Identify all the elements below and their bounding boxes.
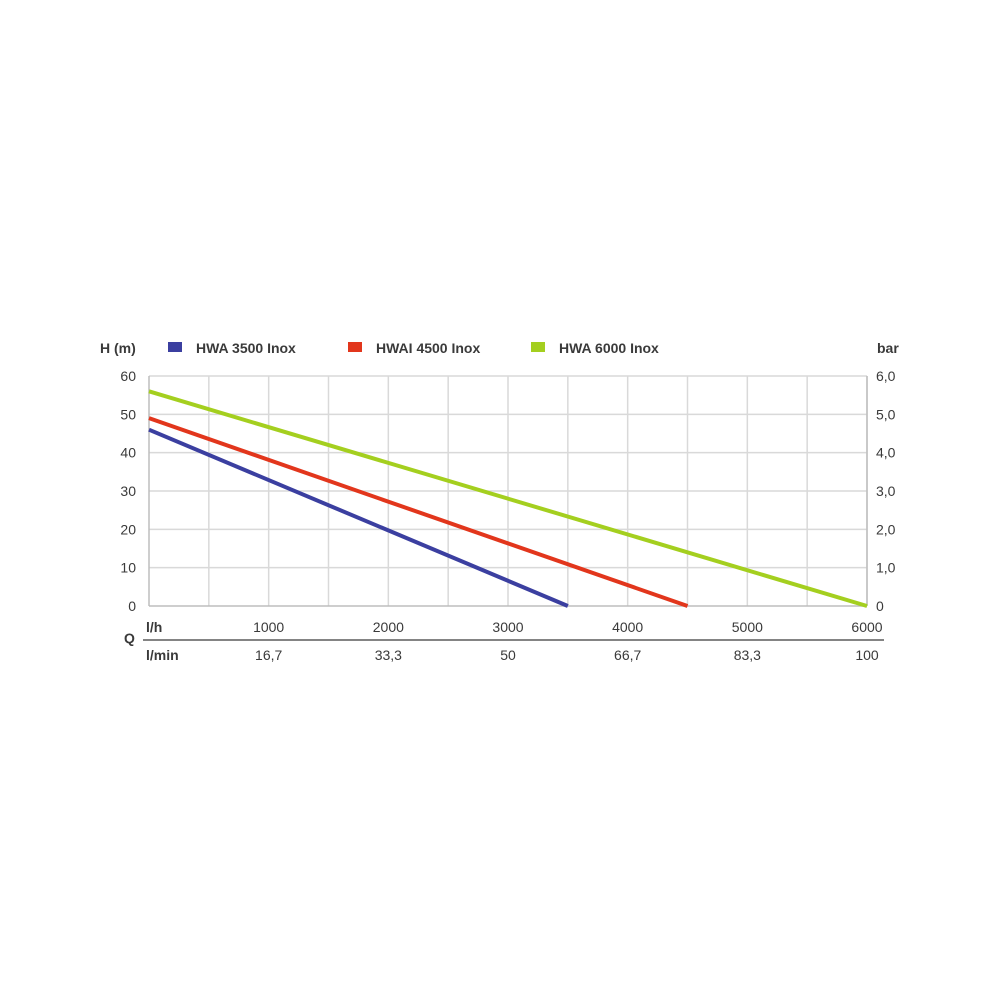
q-axis-label: Q bbox=[124, 630, 135, 646]
y-tick-label-right: 6,0 bbox=[876, 368, 896, 384]
x-tick-label-lmin: 33,3 bbox=[375, 647, 402, 663]
x-tick-label-lh: 1000 bbox=[253, 619, 284, 635]
chart-grid bbox=[149, 375, 868, 606]
x-tick-label-lh: 5000 bbox=[732, 619, 763, 635]
legend-label-3: HWA 6000 Inox bbox=[559, 340, 659, 356]
y-right-axis-label: bar bbox=[877, 340, 899, 356]
x-tick-label-lh: 6000 bbox=[851, 619, 882, 635]
chart-series bbox=[148, 389, 868, 608]
y-tick-label-left: 60 bbox=[120, 368, 136, 384]
y-tick-label-left: 10 bbox=[120, 560, 136, 576]
y-tick-label-right: 4,0 bbox=[876, 445, 896, 461]
x-tick-label-lh: 3000 bbox=[492, 619, 523, 635]
series-line-1 bbox=[148, 427, 569, 608]
x-tick-label-lmin: 100 bbox=[855, 647, 879, 663]
y-tick-label-left: 0 bbox=[128, 598, 136, 614]
x-tick-label-lmin: 66,7 bbox=[614, 647, 641, 663]
x-tick-label-lh: 2000 bbox=[373, 619, 404, 635]
y-tick-label-right: 1,0 bbox=[876, 560, 896, 576]
chart-axes: 0 0 10 1,0 20 2,0 30 3,0 40 4,0 50 5,0 60 6,0 1000 16,7… bbox=[120, 368, 895, 663]
y-tick-label-left: 30 bbox=[120, 483, 136, 499]
x-unit-lmin-label: l/min bbox=[146, 647, 179, 663]
x-tick-label-lmin: 50 bbox=[500, 647, 516, 663]
y-tick-label-right: 3,0 bbox=[876, 483, 896, 499]
y-tick-label-left: 40 bbox=[120, 445, 136, 461]
series-line-3 bbox=[148, 389, 868, 608]
legend-swatch-3 bbox=[531, 342, 545, 352]
legend-swatch-1 bbox=[168, 342, 182, 352]
x-unit-lh-label: l/h bbox=[146, 619, 162, 635]
y-tick-label-right: 0 bbox=[876, 598, 884, 614]
x-tick-label-lh: 4000 bbox=[612, 619, 643, 635]
legend-label-2: HWAI 4500 Inox bbox=[376, 340, 480, 356]
legend-swatch-2 bbox=[348, 342, 362, 352]
y-tick-label-left: 50 bbox=[120, 406, 136, 422]
y-left-axis-label: H (m) bbox=[100, 340, 136, 356]
y-tick-label-right: 5,0 bbox=[876, 406, 896, 422]
x-tick-label-lmin: 16,7 bbox=[255, 647, 282, 663]
chart-legend: HWA 3500 Inox HWAI 4500 Inox HWA 6000 Inox bbox=[168, 340, 659, 356]
x-tick-label-lmin: 83,3 bbox=[734, 647, 761, 663]
legend-label-1: HWA 3500 Inox bbox=[196, 340, 296, 356]
y-tick-label-right: 2,0 bbox=[876, 521, 896, 537]
y-tick-label-left: 20 bbox=[120, 521, 136, 537]
series-line-2 bbox=[148, 416, 689, 608]
